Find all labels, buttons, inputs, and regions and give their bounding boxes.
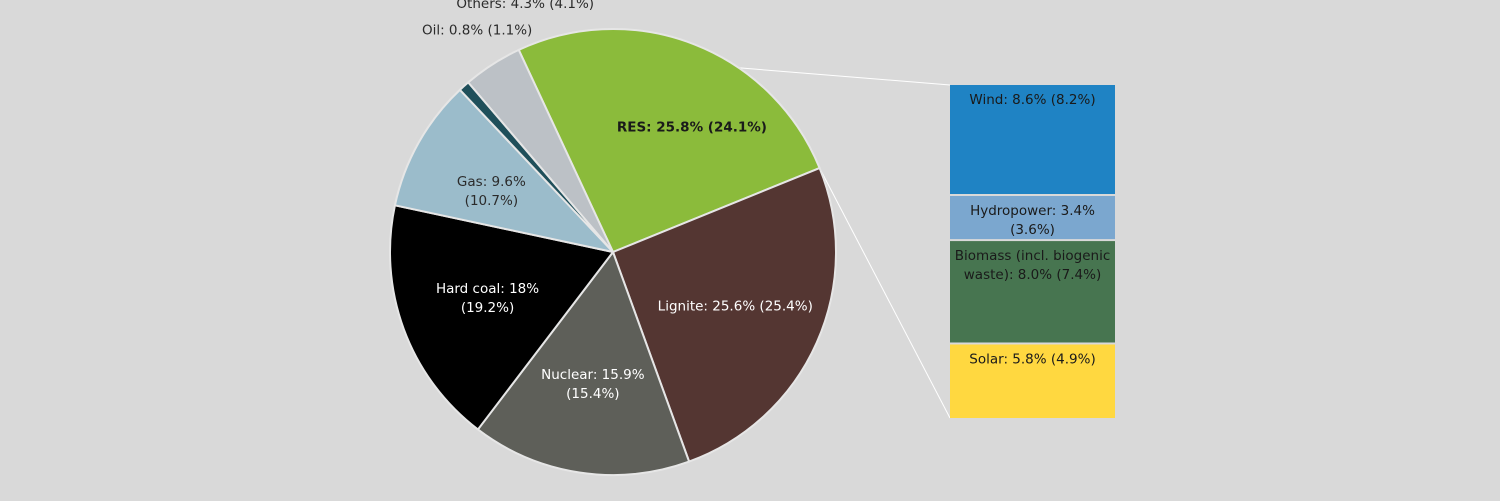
pie-label-hard-coal: Hard coal: 18% (19.2%) bbox=[436, 281, 539, 316]
bar-segment-wind bbox=[950, 85, 1115, 194]
pie-slice-hard-coal bbox=[389, 204, 614, 431]
pie-label-oil: Oil: 0.8% (1.1%) bbox=[422, 22, 532, 38]
pie-slice-lignite bbox=[612, 167, 837, 463]
bar-label-biomass: Biomass (incl. biogenic waste): 8.0% (7.4… bbox=[955, 248, 1111, 283]
connector-line-bottom bbox=[819, 167, 951, 419]
pie-label-res: RES: 25.8% (24.1%) bbox=[617, 119, 767, 135]
pie-label-lignite: Lignite: 25.6% (25.4%) bbox=[658, 298, 813, 314]
pie-label-gas: Gas: 9.6% (10.7%) bbox=[457, 174, 526, 209]
bar-segment-biomass bbox=[950, 241, 1115, 343]
pie-slice-others bbox=[467, 48, 614, 253]
bar-label-wind: Wind: 8.6% (8.2%) bbox=[969, 92, 1095, 108]
bar-segment-hydropower bbox=[950, 196, 1115, 240]
pie-slice-nuclear bbox=[476, 251, 691, 476]
pie-slice-res bbox=[517, 28, 821, 253]
pie-label-nuclear: Nuclear: 15.9% (15.4%) bbox=[541, 367, 645, 402]
bar-segment-solar bbox=[950, 344, 1115, 418]
pie-slice-gas bbox=[393, 88, 614, 253]
bar-label-hydropower: Hydropower: 3.4% (3.6%) bbox=[970, 203, 1095, 238]
bar-label-solar: Solar: 5.8% (4.9%) bbox=[969, 351, 1095, 367]
pie-label-others: Others: 4.3% (4.1%) bbox=[456, 0, 594, 12]
